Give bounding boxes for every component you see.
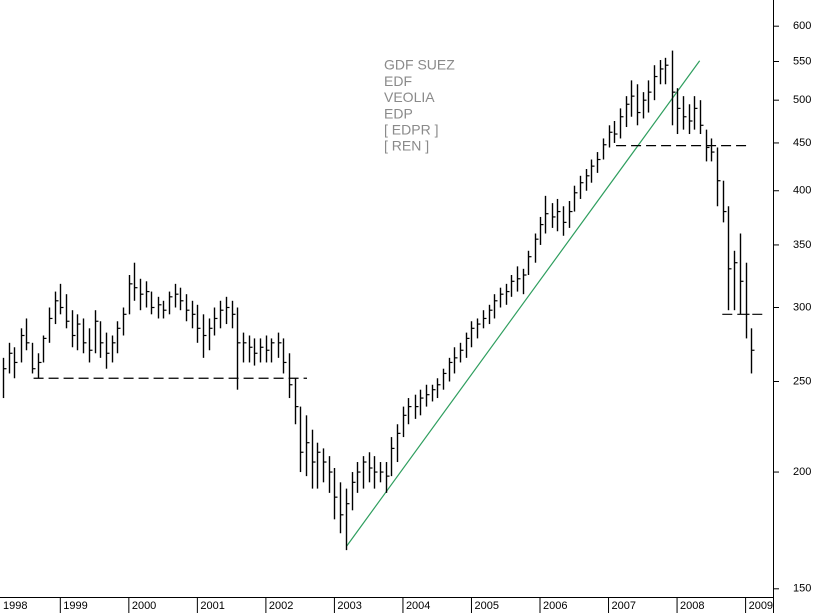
x-tick-label: 2004 bbox=[406, 600, 430, 612]
x-tick-label: 2002 bbox=[269, 600, 293, 612]
y-tick-label: 350 bbox=[793, 239, 811, 251]
y-tick-label: 250 bbox=[793, 375, 811, 387]
x-tick-label: 2008 bbox=[680, 600, 704, 612]
series-label: [ REN ] bbox=[384, 138, 429, 154]
series-label: VEOLIA bbox=[384, 89, 435, 105]
x-tick-label: 2003 bbox=[337, 600, 361, 612]
y-tick-label: 550 bbox=[793, 55, 811, 67]
x-tick-label: 1999 bbox=[63, 600, 87, 612]
x-tick-label: 2006 bbox=[543, 600, 567, 612]
series-label: EDP bbox=[384, 105, 413, 121]
y-tick-label: 300 bbox=[793, 301, 811, 313]
y-tick-label: 400 bbox=[793, 185, 811, 197]
series-label: [ EDPR ] bbox=[384, 122, 438, 138]
x-tick-label: 2000 bbox=[132, 600, 156, 612]
annotation-line bbox=[346, 60, 701, 547]
series-label: GDF SUEZ bbox=[384, 57, 455, 73]
y-tick-label: 600 bbox=[793, 20, 811, 32]
y-tick-label: 150 bbox=[793, 583, 811, 595]
x-tick-label: 2009 bbox=[749, 600, 773, 612]
x-tick-label: 2005 bbox=[474, 600, 498, 612]
x-tick-label: 1998 bbox=[3, 600, 27, 612]
y-tick-label: 500 bbox=[793, 94, 811, 106]
y-tick-label: 450 bbox=[793, 137, 811, 149]
series-label: EDF bbox=[384, 73, 412, 89]
y-tick-label: 200 bbox=[793, 466, 811, 478]
x-tick-label: 2001 bbox=[200, 600, 224, 612]
x-tick-label: 2007 bbox=[612, 600, 636, 612]
